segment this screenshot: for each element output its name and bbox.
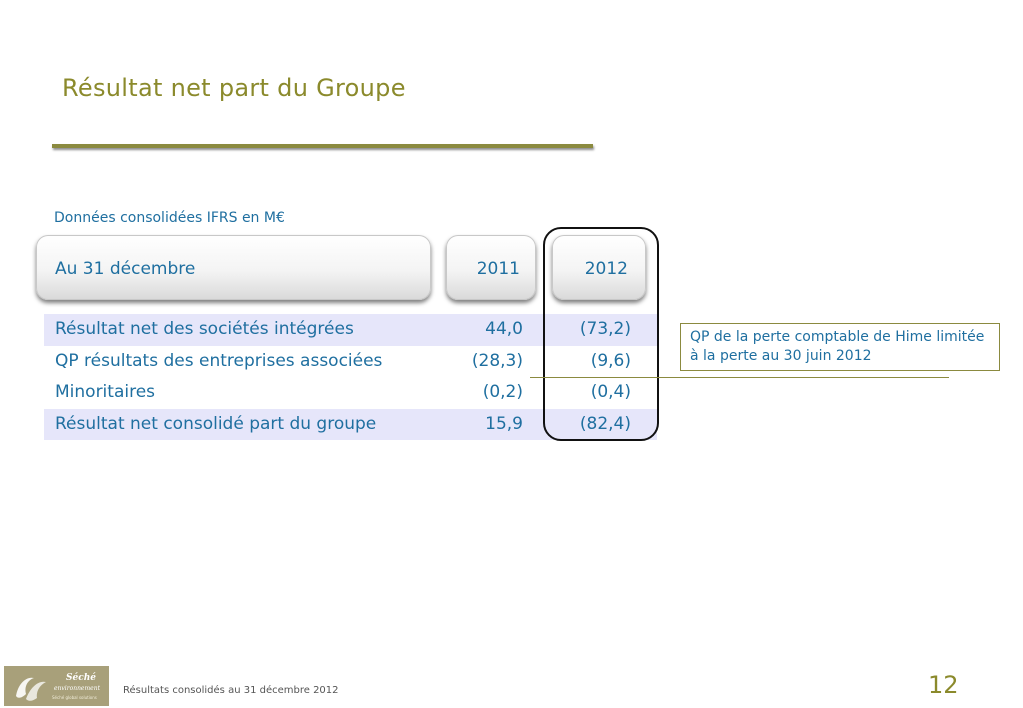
row-value-2011: 15,9 bbox=[485, 413, 523, 434]
row-value-2012: (9,6) bbox=[590, 350, 631, 371]
table-subtitle: Données consolidées IFRS en M€ bbox=[54, 210, 285, 226]
callout-note: QP de la perte comptable de Hime limitée… bbox=[680, 323, 1000, 371]
row-value-2012: (82,4) bbox=[579, 413, 631, 434]
logo-line2: environnement bbox=[54, 685, 101, 692]
header-2011-text: 2011 bbox=[476, 259, 520, 279]
row-label: Minoritaires bbox=[55, 382, 156, 402]
row-value-2011: (0,2) bbox=[482, 382, 523, 402]
row-label: Résultat net des sociétés intégrées bbox=[55, 319, 354, 339]
title-underline bbox=[52, 144, 593, 148]
logo-tagline: Séché global solutions bbox=[52, 695, 97, 700]
row-value-2012: (73,2) bbox=[579, 319, 631, 339]
page-title: Résultat net part du Groupe bbox=[62, 74, 406, 102]
callout-note-text: QP de la perte comptable de Hime limitée… bbox=[690, 329, 985, 364]
footer-caption: Résultats consolidés au 31 décembre 2012 bbox=[123, 685, 339, 696]
page-number: 12 bbox=[928, 671, 959, 699]
table-row: Minoritaires (0,2) (0,4) bbox=[44, 377, 657, 409]
table-row: Résultat net des sociétés intégrées 44,0… bbox=[44, 314, 657, 346]
column-2012-highlight bbox=[543, 227, 659, 441]
header-2012-text: 2012 bbox=[584, 259, 628, 279]
logo-name: Séché bbox=[66, 672, 96, 683]
header-label-text: Au 31 décembre bbox=[55, 259, 196, 279]
row-label: QP résultats des entreprises associées bbox=[55, 350, 383, 371]
seche-logo-graphic: Séché environnement Séché global solutio… bbox=[16, 672, 101, 701]
results-table: Résultat net des sociétés intégrées 44,0… bbox=[44, 314, 657, 440]
row-value-2012: (0,4) bbox=[590, 382, 631, 402]
row-label: Résultat net consolidé part du groupe bbox=[55, 413, 377, 434]
row-value-2011: 44,0 bbox=[485, 319, 523, 339]
table-row: QP résultats des entreprises associées (… bbox=[44, 346, 657, 378]
seche-logo: Séché environnement Séché global solutio… bbox=[4, 666, 109, 706]
header-cell-label: Au 31 décembre bbox=[36, 235, 431, 300]
note-connector-line bbox=[530, 377, 949, 378]
row-value-2011: (28,3) bbox=[471, 350, 523, 371]
header-cell-2011: 2011 bbox=[446, 235, 536, 300]
header-cell-2012: 2012 bbox=[552, 235, 646, 300]
